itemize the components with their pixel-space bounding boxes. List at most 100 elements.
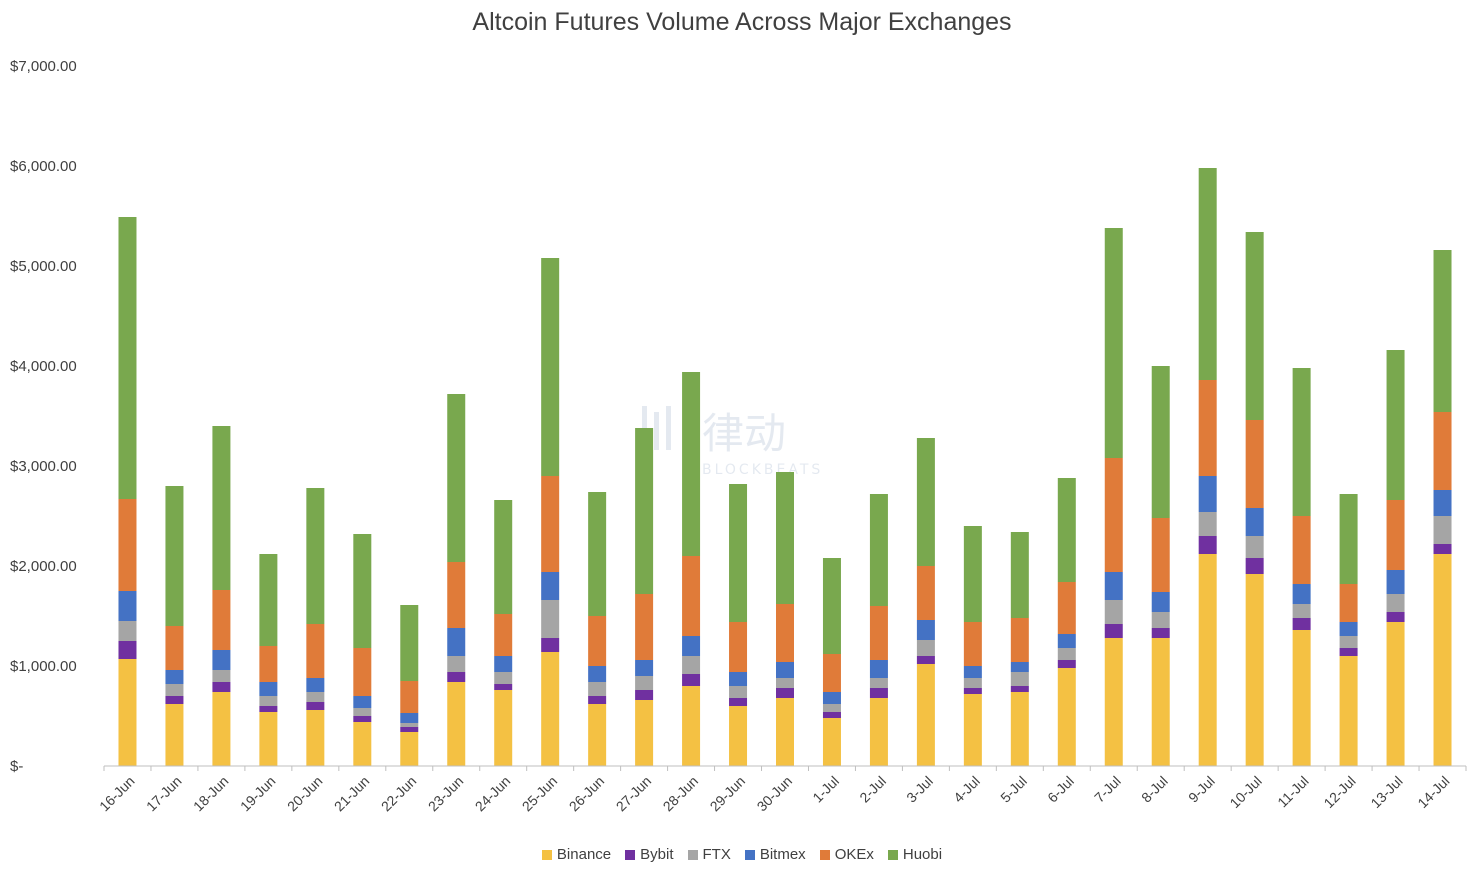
- bar-segment-binance: [1198, 554, 1217, 766]
- x-tick-label: 1-Jul: [809, 773, 842, 806]
- bar-segment-huobi: [1292, 368, 1311, 516]
- bar-segment-bitmex: [729, 672, 748, 686]
- bar-segment-bitmex: [494, 656, 513, 672]
- bar-segment-binance: [118, 659, 137, 766]
- bar-segment-bybit: [822, 712, 841, 718]
- bar-segment-bitmex: [963, 666, 982, 678]
- bar-segment-bybit: [1292, 618, 1311, 630]
- bar-segment-okex: [1245, 420, 1264, 508]
- x-tick-label: 20-Jun: [284, 773, 326, 815]
- bar-segment-huobi: [212, 426, 231, 590]
- x-tick-label: 18-Jun: [190, 773, 232, 815]
- bar-segment-huobi: [1104, 228, 1123, 458]
- bar-segment-okex: [165, 626, 184, 670]
- bar-segment-bybit: [869, 688, 888, 698]
- chart-title: Altcoin Futures Volume Across Major Exch…: [472, 8, 1012, 36]
- bar-segment-okex: [916, 566, 935, 620]
- bar-segment-okex: [1386, 500, 1405, 570]
- bar-segment-huobi: [306, 488, 325, 624]
- bar-segment-ftx: [212, 670, 231, 682]
- bar-segment-binance: [822, 718, 841, 766]
- bar-segment-ftx: [1010, 672, 1029, 686]
- bar-segment-huobi: [1433, 250, 1452, 412]
- bar-segment-bybit: [447, 672, 466, 682]
- bar-segment-bitmex: [635, 660, 654, 676]
- bar-segment-bybit: [1433, 544, 1452, 554]
- bar-segment-binance: [588, 704, 607, 766]
- bar-segment-bitmex: [1245, 508, 1264, 536]
- bar-segment-bybit: [165, 696, 184, 704]
- bar-segment-binance: [165, 704, 184, 766]
- bar-segment-bitmex: [682, 636, 701, 656]
- bar-segment-okex: [306, 624, 325, 678]
- bar-segment-ftx: [1339, 636, 1358, 648]
- bar-segment-binance: [1339, 656, 1358, 766]
- bar-segment-okex: [400, 681, 419, 713]
- bar-segment-bybit: [212, 682, 231, 692]
- bar-segment-bybit: [1151, 628, 1170, 638]
- x-tick-label: 3-Jul: [903, 773, 936, 806]
- bar-segment-huobi: [635, 428, 654, 594]
- bar-segment-okex: [963, 622, 982, 666]
- bar-segment-okex: [729, 622, 748, 672]
- bar-segment-ftx: [1292, 604, 1311, 618]
- bar-segment-okex: [541, 476, 560, 572]
- bar-segment-huobi: [259, 554, 278, 646]
- bar-segment-ftx: [447, 656, 466, 672]
- bar-segment-binance: [729, 706, 748, 766]
- y-tick-label: $2,000.00: [10, 558, 77, 575]
- x-tick-label: 9-Jul: [1185, 773, 1218, 806]
- y-tick-label: $-: [10, 758, 23, 775]
- bar-segment-bitmex: [1292, 584, 1311, 604]
- bar-segment-okex: [776, 604, 794, 662]
- y-tick-label: $1,000.00: [10, 658, 77, 675]
- bar-segment-bitmex: [306, 678, 325, 692]
- bar-segment-bybit: [306, 702, 325, 710]
- bar-segment-huobi: [1198, 168, 1217, 380]
- legend-item-binance: Binance: [541, 846, 612, 863]
- bar-segment-ftx: [353, 708, 372, 716]
- y-tick-label: $7,000.00: [10, 58, 77, 75]
- x-tick-label: 21-Jun: [331, 773, 373, 815]
- bar-segment-huobi: [869, 494, 888, 606]
- bar-segment-huobi: [1386, 350, 1405, 500]
- x-tick-label: 29-Jun: [707, 773, 749, 815]
- bar-segment-bybit: [1339, 648, 1358, 656]
- bar-segment-huobi: [1151, 366, 1170, 518]
- bar-segment-huobi: [118, 217, 137, 499]
- bar-segment-bybit: [635, 690, 654, 700]
- bar-segment-ftx: [1104, 600, 1123, 624]
- legend-swatch: [625, 849, 636, 860]
- bar-segment-ftx: [1151, 612, 1170, 628]
- bar-segment-ftx: [494, 672, 513, 684]
- bar-segment-huobi: [1339, 494, 1358, 584]
- bar-segment-binance: [776, 698, 794, 766]
- legend-swatch: [819, 849, 830, 860]
- legend-item-huobi: Huobi: [887, 846, 942, 863]
- bar-segment-bybit: [1245, 558, 1264, 574]
- bar-segment-bitmex: [212, 650, 231, 670]
- bar-segment-huobi: [822, 558, 841, 654]
- legend-label: Binance: [556, 846, 612, 863]
- x-tick-label: 2-Jul: [856, 773, 889, 806]
- legend-item-bitmex: Bitmex: [744, 846, 806, 863]
- bar-segment-bitmex: [259, 682, 278, 696]
- bar-segment-okex: [588, 616, 607, 666]
- bar-segment-bitmex: [1104, 572, 1123, 600]
- bar-segment-bybit: [1010, 686, 1029, 692]
- x-tick-label: 28-Jun: [660, 773, 702, 815]
- bar-segment-ftx: [588, 682, 607, 696]
- x-tick-label: 8-Jul: [1138, 773, 1171, 806]
- bar-segment-bybit: [353, 716, 372, 722]
- bar-segment-bitmex: [1151, 592, 1170, 612]
- bar-segment-bitmex: [165, 670, 184, 684]
- bar-segment-okex: [1057, 582, 1076, 634]
- legend-item-ftx: FTX: [687, 846, 731, 863]
- legend-label: OKEx: [834, 846, 874, 863]
- bar-segment-huobi: [729, 484, 748, 622]
- bar-segment-binance: [916, 664, 935, 766]
- y-axis: $- $1,000.00 $2,000.00 $3,000.00 $4,000.00 $5…: [10, 58, 77, 775]
- bar-segment-binance: [682, 686, 701, 766]
- x-tick-label: 30-Jun: [754, 773, 796, 815]
- bar-segment-ftx: [776, 678, 794, 688]
